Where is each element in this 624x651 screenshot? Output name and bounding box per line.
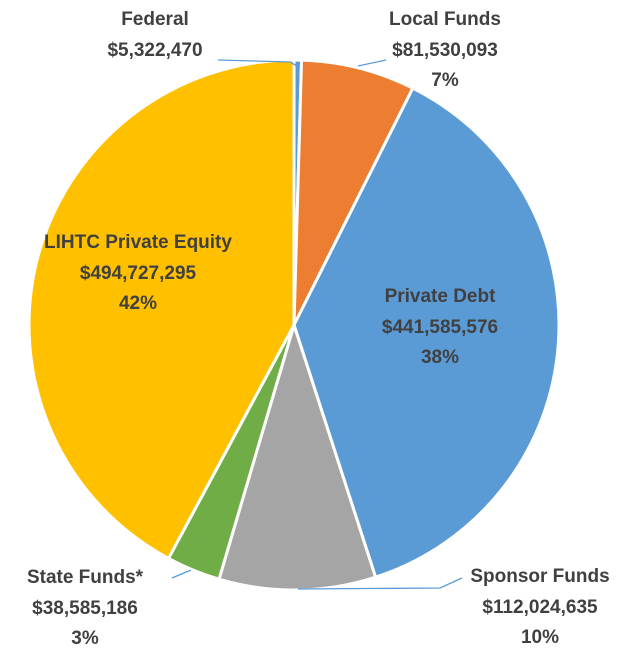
pie-slice	[217, 319, 378, 592]
slice-label: Private Debt	[385, 286, 497, 307]
leader-line	[297, 577, 463, 590]
value-label: $5,322,470	[107, 40, 202, 61]
pie-slice	[292, 58, 415, 326]
value-label: $81,530,093	[392, 40, 498, 61]
slice-label: Federal	[121, 9, 189, 30]
value-label: $441,585,576	[382, 317, 498, 338]
percent-label: 10%	[521, 627, 559, 648]
leader-line	[171, 569, 192, 579]
leader-line	[357, 59, 387, 67]
value-label: $112,024,635	[482, 597, 598, 618]
slice-label: Sponsor Funds	[470, 566, 609, 587]
percent-label: 7%	[431, 70, 459, 91]
slice-label: LIHTC Private Equity	[44, 232, 232, 253]
slice-label: State Funds*	[27, 567, 144, 588]
value-label: $38,585,186	[32, 598, 138, 619]
percent-label: 38%	[421, 347, 459, 368]
pie-slice	[292, 86, 561, 580]
percent-label: 42%	[119, 293, 157, 314]
percent-label: 3%	[71, 628, 99, 649]
leader-line	[217, 59, 298, 67]
value-label: $494,727,295	[80, 263, 197, 284]
slice-label: Local Funds	[389, 9, 501, 30]
pie-slice	[27, 58, 296, 561]
